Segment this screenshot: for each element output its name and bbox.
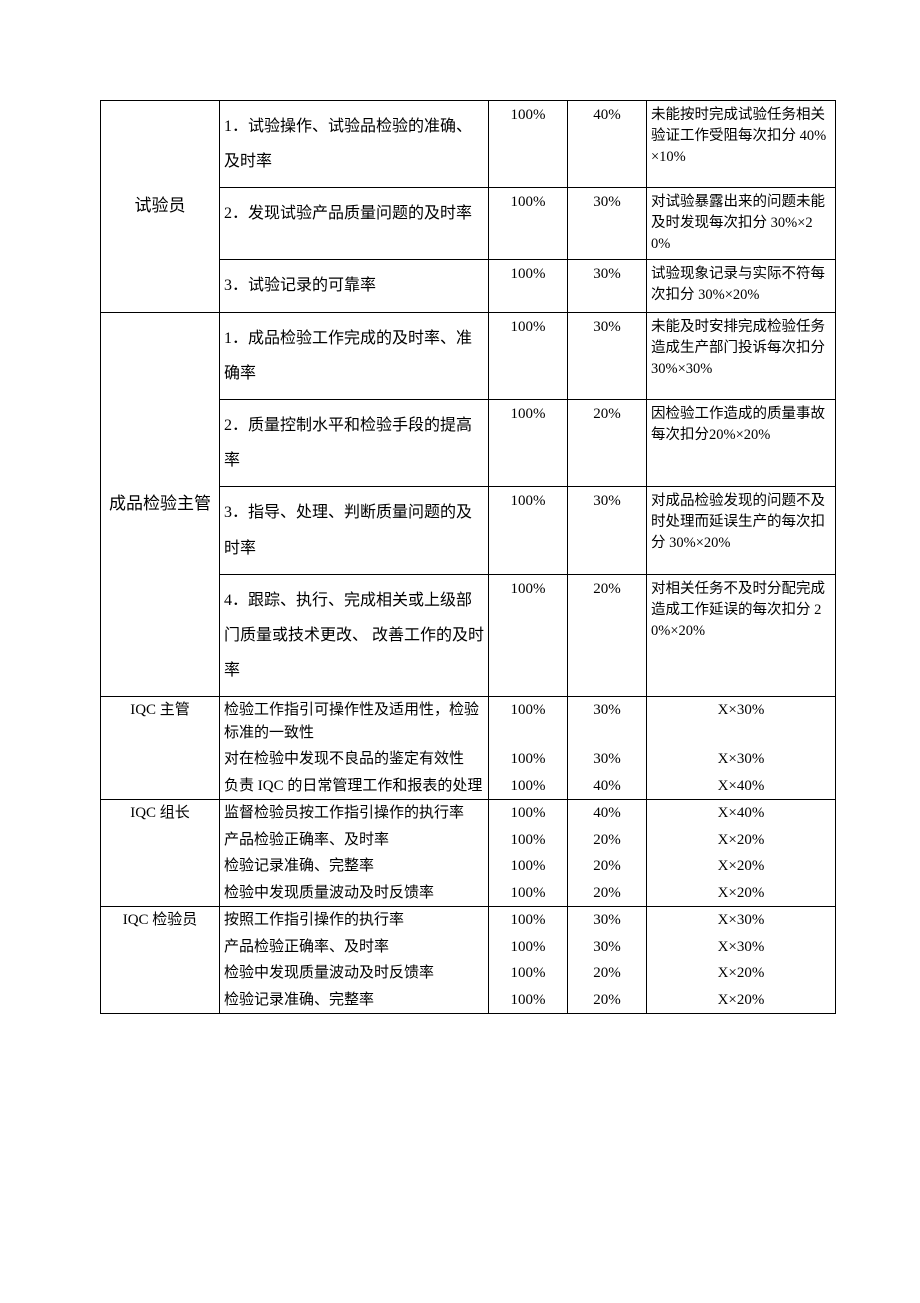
desc-cell: 1．试验操作、试验品检验的准确、及时率: [220, 101, 489, 188]
score-cell: 对相关任务不及时分配完成造成工作延误的每次扣分 20%×20%: [647, 574, 836, 697]
score-cell: 对成品检验发现的问题不及时处理而延误生产的每次扣分 30%×20%: [647, 487, 836, 574]
score-cell: X×40%: [647, 773, 836, 800]
target-cell: 100%: [489, 487, 568, 574]
target-cell: 100%: [489, 697, 568, 747]
desc-cell: 检验中发现质量波动及时反馈率: [220, 880, 489, 907]
weight-cell: 40%: [568, 773, 647, 800]
target-cell: 100%: [489, 574, 568, 697]
weight-cell: 40%: [568, 101, 647, 188]
target-cell: 100%: [489, 746, 568, 773]
target-cell: 100%: [489, 773, 568, 800]
weight-cell: 30%: [568, 312, 647, 399]
weight-cell: 30%: [568, 697, 647, 747]
role-cell-iqc-inspector: IQC 检验员: [101, 907, 220, 934]
score-cell: X×30%: [647, 746, 836, 773]
role-cell-blank: [101, 746, 220, 773]
score-cell: X×40%: [647, 800, 836, 827]
weight-cell: 30%: [568, 487, 647, 574]
kpi-table: 试验员 1．试验操作、试验品检验的准确、及时率 100% 40% 未能按时完成试…: [100, 100, 836, 1014]
score-cell: 对试验暴露出来的问题未能及时发现每次扣分 30%×20%: [647, 188, 836, 260]
weight-cell: 30%: [568, 934, 647, 961]
role-cell-blank: [101, 960, 220, 987]
target-cell: 100%: [489, 312, 568, 399]
role-cell-blank: [101, 853, 220, 880]
target-cell: 100%: [489, 934, 568, 961]
desc-cell: 对在检验中发现不良品的鉴定有效性: [220, 746, 489, 773]
score-cell: X×30%: [647, 934, 836, 961]
desc-cell: 产品检验正确率、及时率: [220, 827, 489, 854]
desc-cell: 1．成品检验工作完成的及时率、准确率: [220, 312, 489, 399]
desc-cell: 4．跟踪、执行、完成相关或上级部门质量或技术更改、 改善工作的及时率: [220, 574, 489, 697]
target-cell: 100%: [489, 399, 568, 486]
weight-cell: 40%: [568, 800, 647, 827]
target-cell: 100%: [489, 960, 568, 987]
target-cell: 100%: [489, 101, 568, 188]
score-cell: X×30%: [647, 907, 836, 934]
role-cell-iqc-leader: IQC 组长: [101, 800, 220, 827]
score-cell: X×30%: [647, 697, 836, 747]
weight-cell: 20%: [568, 853, 647, 880]
role-cell-blank: [101, 880, 220, 907]
target-cell: 100%: [489, 880, 568, 907]
desc-cell: 3．试验记录的可靠率: [220, 260, 489, 312]
weight-cell: 20%: [568, 880, 647, 907]
role-cell-tester: 试验员: [101, 101, 220, 313]
weight-cell: 20%: [568, 827, 647, 854]
target-cell: 100%: [489, 853, 568, 880]
score-cell: 未能按时完成试验任务相关验证工作受阻每次扣分 40%×10%: [647, 101, 836, 188]
desc-cell: 监督检验员按工作指引操作的执行率: [220, 800, 489, 827]
role-cell-blank: [101, 987, 220, 1014]
desc-cell: 2．质量控制水平和检验手段的提高率: [220, 399, 489, 486]
desc-cell: 检验工作指引可操作性及适用性，检验标准的一致性: [220, 697, 489, 747]
weight-cell: 30%: [568, 907, 647, 934]
role-cell-blank: [101, 934, 220, 961]
target-cell: 100%: [489, 827, 568, 854]
weight-cell: 20%: [568, 574, 647, 697]
target-cell: 100%: [489, 188, 568, 260]
desc-cell: 检验记录准确、完整率: [220, 853, 489, 880]
score-cell: X×20%: [647, 827, 836, 854]
role-cell-iqc-supervisor: IQC 主管: [101, 697, 220, 747]
score-cell: 未能及时安排完成检验任务造成生产部门投诉每次扣分30%×30%: [647, 312, 836, 399]
target-cell: 100%: [489, 260, 568, 312]
score-cell: X×20%: [647, 960, 836, 987]
weight-cell: 20%: [568, 987, 647, 1014]
target-cell: 100%: [489, 907, 568, 934]
desc-cell: 检验中发现质量波动及时反馈率: [220, 960, 489, 987]
role-cell-blank: [101, 827, 220, 854]
score-cell: X×20%: [647, 880, 836, 907]
score-cell: 试验现象记录与实际不符每次扣分 30%×20%: [647, 260, 836, 312]
weight-cell: 20%: [568, 960, 647, 987]
desc-cell: 3．指导、处理、判断质量问题的及时率: [220, 487, 489, 574]
weight-cell: 30%: [568, 260, 647, 312]
desc-cell: 检验记录准确、完整率: [220, 987, 489, 1014]
desc-cell: 2．发现试验产品质量问题的及时率: [220, 188, 489, 260]
score-cell: X×20%: [647, 853, 836, 880]
score-cell: X×20%: [647, 987, 836, 1014]
role-cell-blank: [101, 773, 220, 800]
weight-cell: 30%: [568, 188, 647, 260]
role-cell-fqc-supervisor: 成品检验主管: [101, 312, 220, 697]
weight-cell: 20%: [568, 399, 647, 486]
weight-cell: 30%: [568, 746, 647, 773]
target-cell: 100%: [489, 800, 568, 827]
desc-cell: 产品检验正确率、及时率: [220, 934, 489, 961]
target-cell: 100%: [489, 987, 568, 1014]
score-cell: 因检验工作造成的质量事故每次扣分20%×20%: [647, 399, 836, 486]
desc-cell: 按照工作指引操作的执行率: [220, 907, 489, 934]
desc-cell: 负责 IQC 的日常管理工作和报表的处理: [220, 773, 489, 800]
